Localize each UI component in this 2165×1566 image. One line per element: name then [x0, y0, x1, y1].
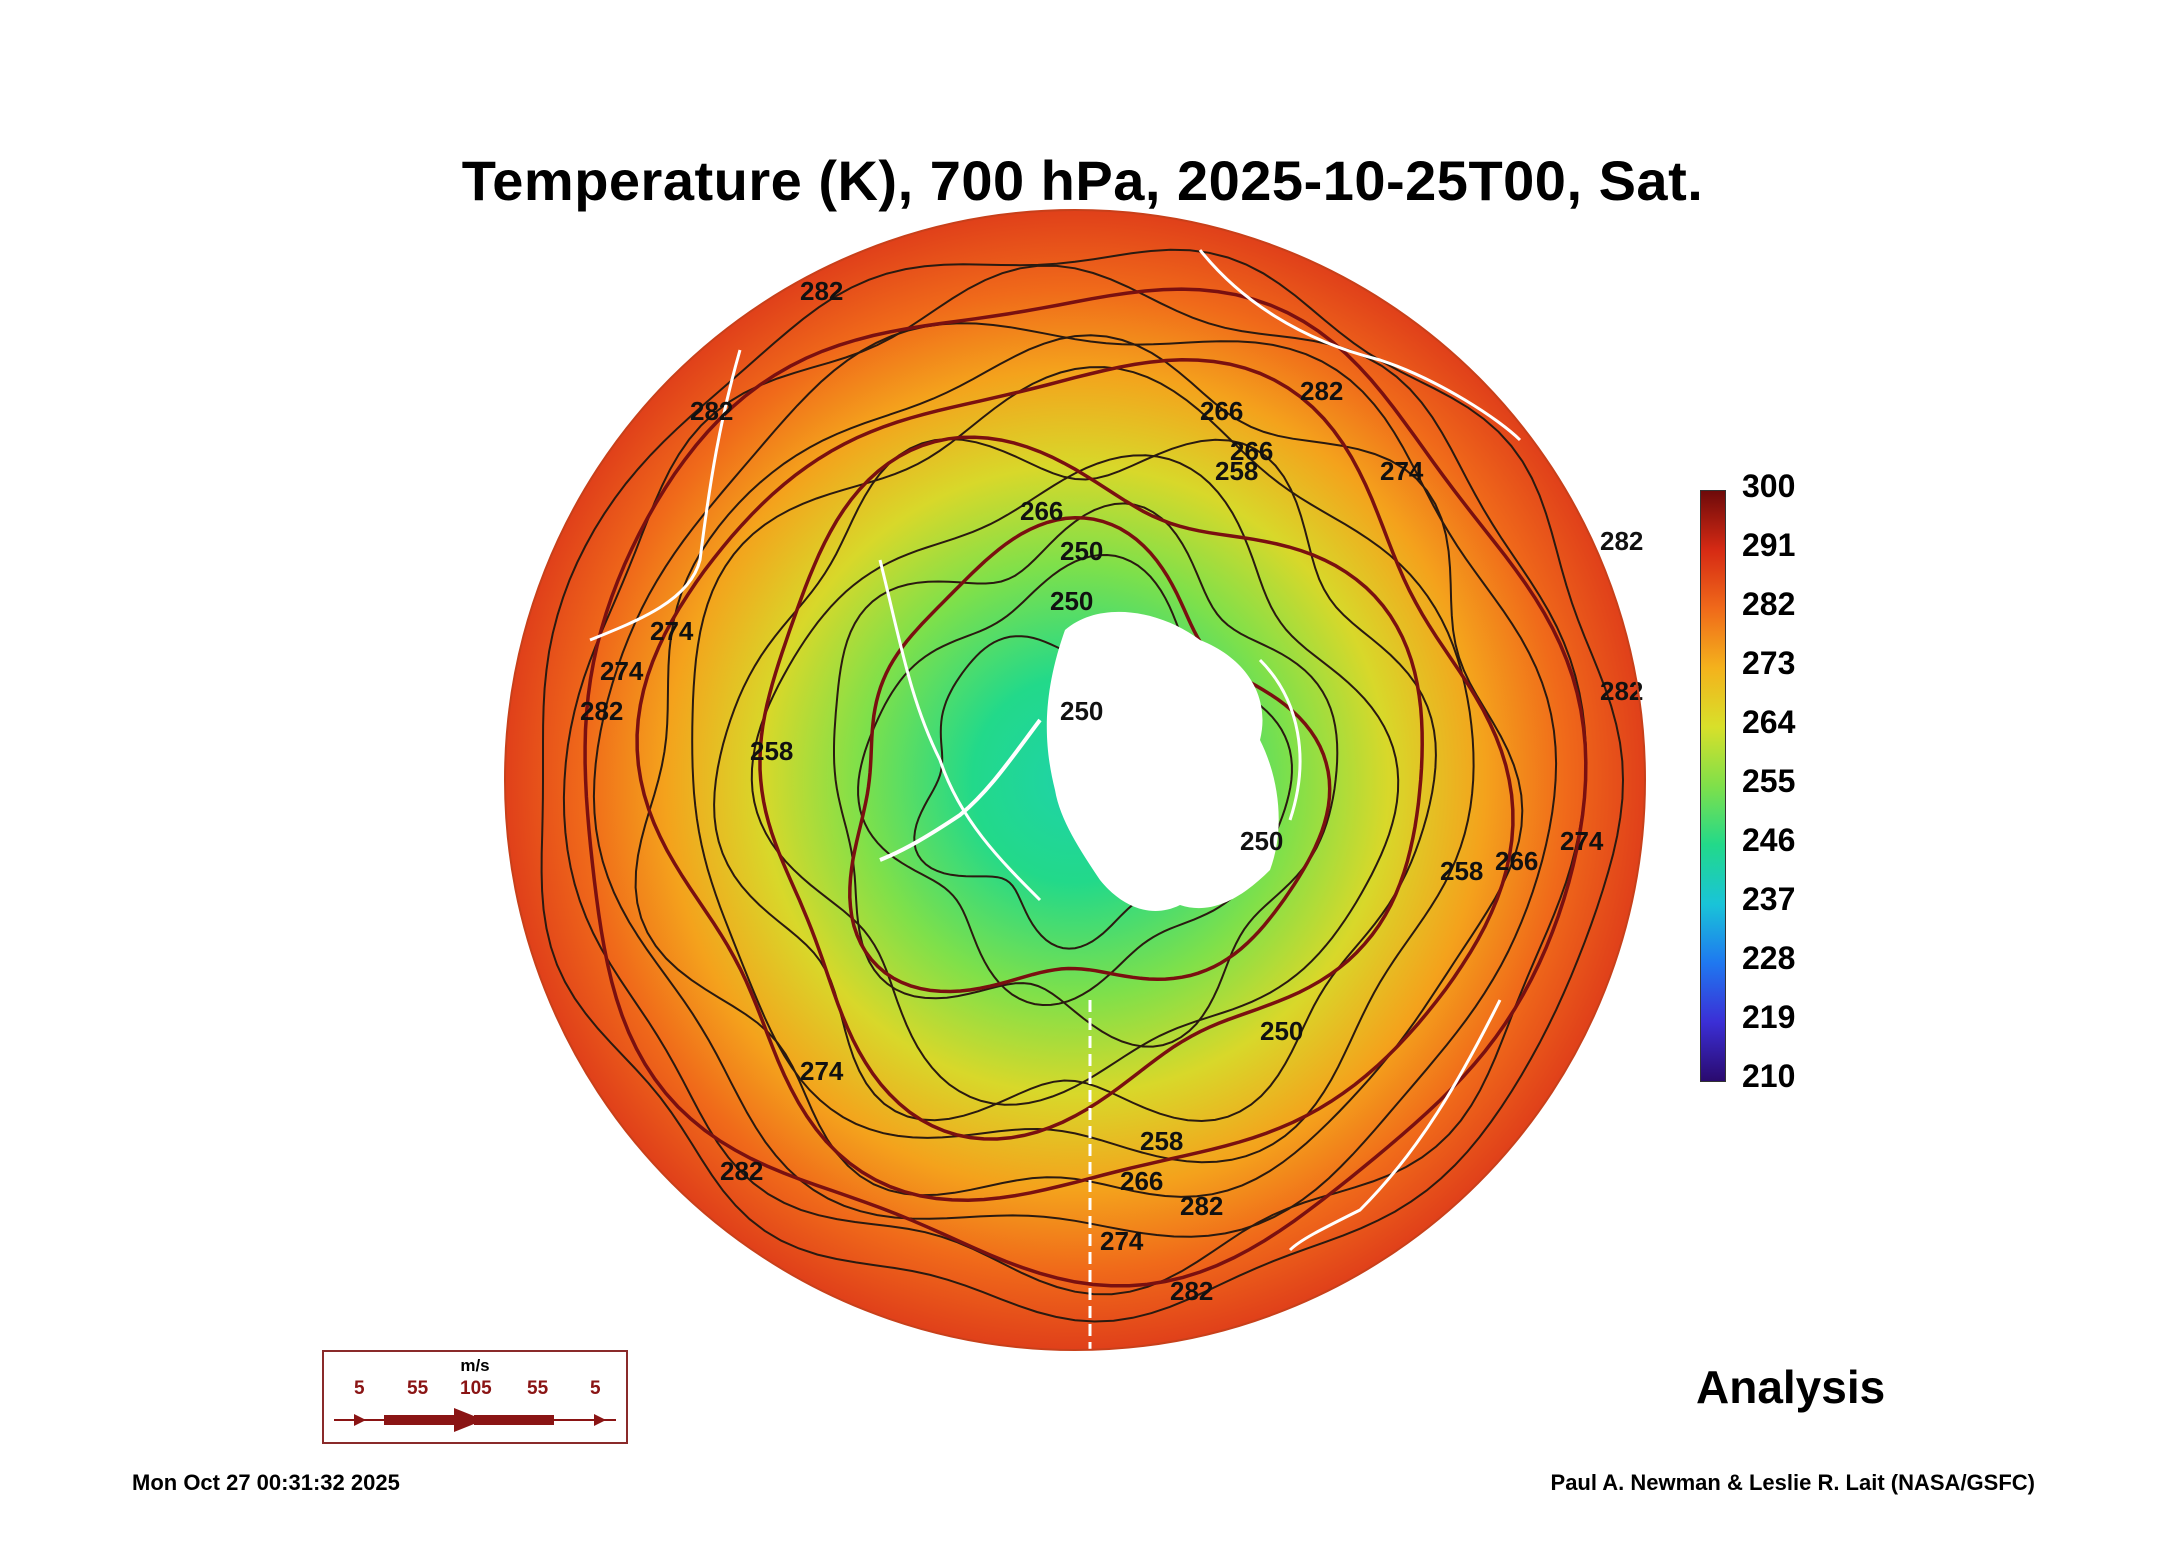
- contour-label: 282: [720, 1156, 763, 1186]
- credit: Paul A. Newman & Leslie R. Lait (NASA/GS…: [1550, 1470, 2035, 1495]
- wind-streamline: [635, 358, 1515, 1202]
- contour-label: 258: [750, 736, 793, 766]
- legend-arrow-large: [454, 1408, 484, 1432]
- colorbar-label: 219: [1742, 999, 1796, 1035]
- contour-layer: [540, 248, 1625, 1323]
- contour-label: 274: [1100, 1226, 1144, 1256]
- contour-label: 266: [1495, 846, 1538, 876]
- contour-label: 250: [1260, 1016, 1303, 1046]
- contour-label: 266: [1120, 1166, 1163, 1196]
- colorbar-label: 264: [1742, 704, 1796, 740]
- colorbar-labels: 300 291 282 273 264 255 246 237 228 219 210: [1742, 468, 1862, 1110]
- contour-label: 282: [800, 276, 843, 306]
- temperature-contour: [540, 248, 1625, 1323]
- colorbar-label: 300: [1742, 468, 1796, 504]
- contour-label: 282: [1600, 526, 1643, 556]
- analysis-label: Analysis: [1696, 1361, 1886, 1413]
- legend-bar-right: [474, 1415, 554, 1425]
- contour-label: 282: [1180, 1191, 1223, 1221]
- wind-streamline: [848, 516, 1332, 994]
- contour-label: 258: [1140, 1126, 1183, 1156]
- contour-label: 266: [1230, 436, 1273, 466]
- legend-arrow-small-left: [354, 1414, 366, 1426]
- wind-streamline: [758, 435, 1424, 1141]
- legend-arrow-svg: [334, 1408, 616, 1432]
- contour-label: 274: [1560, 826, 1604, 856]
- contour-label: 258: [1440, 856, 1483, 886]
- contour-label: 250: [1060, 696, 1103, 726]
- colorbar-label: 273: [1742, 645, 1796, 681]
- temperature-contour: [857, 553, 1293, 1007]
- coastline: [878, 559, 1042, 902]
- contour-label: 274: [600, 656, 644, 686]
- chart-title: Temperature (K), 700 hPa, 2025-10-25T00,…: [461, 149, 1704, 212]
- contour-label: 274: [1380, 456, 1424, 486]
- legend-arrow-small-right: [594, 1414, 606, 1426]
- contour-label: 282: [690, 396, 733, 426]
- wind-speed-legend: m/s 5 55 105 55 5: [322, 1350, 628, 1444]
- legend-bar-left: [384, 1415, 464, 1425]
- timestamp: Mon Oct 27 00:31:32 2025: [132, 1470, 400, 1495]
- temperature-contour: [750, 454, 1400, 1106]
- contour-label: 282: [1170, 1276, 1213, 1306]
- contour-label: 250: [1060, 536, 1103, 566]
- contour-label: 282: [1300, 376, 1343, 406]
- contour-label: 274: [650, 616, 694, 646]
- legend-units: m/s: [460, 1356, 490, 1375]
- contour-label: 266: [1200, 396, 1243, 426]
- colorbar-label: 255: [1742, 763, 1796, 799]
- colorbar-label: 282: [1742, 586, 1796, 622]
- contour-label: 250: [1050, 586, 1093, 616]
- coastline: [1198, 249, 1522, 442]
- coastline: [1288, 999, 1502, 1252]
- coastline: [589, 349, 742, 642]
- temperature-contour: [634, 334, 1524, 1198]
- legend-value-5: 5: [590, 1378, 601, 1399]
- contour-label: 250: [1240, 826, 1283, 856]
- map-border: [504, 209, 1646, 1351]
- temperature-contour: [833, 502, 1339, 1048]
- colorbar-label: 246: [1742, 822, 1796, 858]
- antarctica-landmass: [1046, 611, 1279, 911]
- legend-value-2: 55: [407, 1378, 429, 1399]
- legend-value-3: 105: [460, 1378, 492, 1399]
- antarctic-peninsula: [879, 718, 1042, 862]
- coastline: [1258, 658, 1302, 821]
- wind-streamline: [583, 287, 1588, 1288]
- temperature-contour: [713, 437, 1437, 1123]
- contour-label: 282: [580, 696, 623, 726]
- colorbar-label: 237: [1742, 881, 1796, 917]
- legend-value-4: 55: [527, 1378, 549, 1399]
- temperature-contour: [592, 322, 1558, 1238]
- contour-label: 258: [1215, 456, 1258, 486]
- colorbar-label: 291: [1742, 527, 1796, 563]
- colorbar-label: 210: [1742, 1058, 1796, 1094]
- temperature-contour: [691, 366, 1475, 1164]
- contour-label: 266: [1020, 496, 1063, 526]
- legend-value-1: 5: [354, 1378, 365, 1399]
- contour-label: 274: [800, 1056, 844, 1086]
- colorbar: [1700, 490, 1726, 1082]
- colorbar-label: 228: [1742, 940, 1796, 976]
